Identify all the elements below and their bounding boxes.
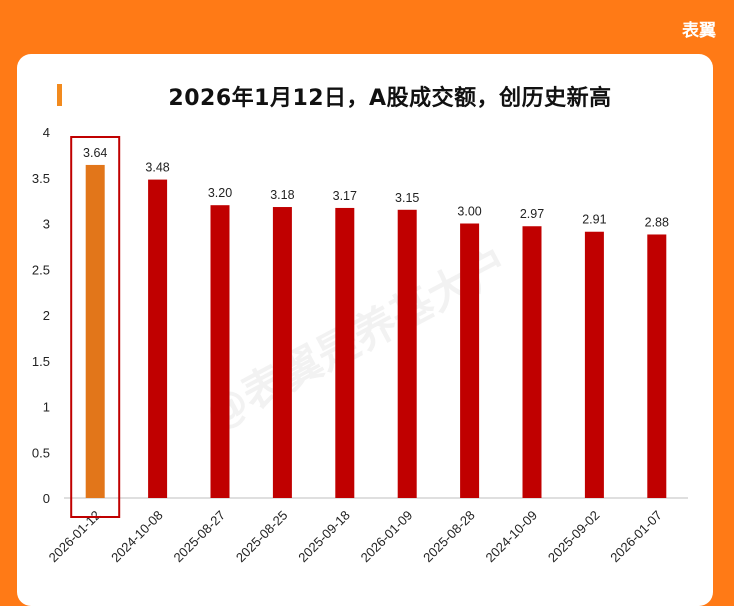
y-tick-label: 3 xyxy=(43,217,50,232)
title-accent-bar xyxy=(57,84,62,106)
y-tick-label: 2.5 xyxy=(32,262,50,277)
x-tick-label: 2025-09-02 xyxy=(545,508,603,566)
data-label: 2.97 xyxy=(520,207,544,221)
bar xyxy=(397,209,417,498)
y-tick-label: 3.5 xyxy=(32,171,50,186)
data-label: 3.00 xyxy=(457,205,481,219)
data-label: 3.48 xyxy=(145,161,169,175)
x-tick-label: 2024-10-09 xyxy=(482,508,540,566)
data-label: 3.64 xyxy=(83,146,107,160)
bar xyxy=(647,234,667,499)
y-tick-label: 4 xyxy=(43,125,50,140)
x-tick-label: 2025-08-28 xyxy=(420,508,478,566)
y-tick-label: 0.5 xyxy=(32,445,50,460)
bar xyxy=(460,223,480,498)
y-tick-label: 2 xyxy=(43,308,50,323)
y-tick-label: 1.5 xyxy=(32,354,50,369)
data-label: 3.17 xyxy=(333,189,357,203)
data-label: 3.15 xyxy=(395,191,419,205)
bar xyxy=(210,205,230,498)
x-tick-label: 2025-09-18 xyxy=(295,508,353,566)
bar xyxy=(335,207,355,498)
y-tick-label: 1 xyxy=(43,400,50,415)
chart-title: 2026年1月12日，A股成交额，创历史新高 xyxy=(168,86,612,111)
bar xyxy=(148,179,168,498)
x-tick-label: 2026-01-09 xyxy=(358,508,416,566)
data-label: 2.88 xyxy=(645,215,669,229)
x-tick-label: 2025-08-25 xyxy=(233,508,291,566)
bar xyxy=(522,226,542,498)
bar xyxy=(272,207,292,498)
highlight-box xyxy=(70,136,121,518)
y-tick-label: 0 xyxy=(43,491,50,506)
brand-logo: 表翼 xyxy=(682,21,716,41)
data-label: 3.20 xyxy=(208,186,232,200)
bar xyxy=(85,164,105,498)
data-label: 3.18 xyxy=(270,188,294,202)
bar xyxy=(584,231,604,499)
x-tick-label: 2026-01-07 xyxy=(607,508,665,566)
x-tick-label: 2025-08-27 xyxy=(170,508,228,566)
data-label: 2.91 xyxy=(582,213,606,227)
